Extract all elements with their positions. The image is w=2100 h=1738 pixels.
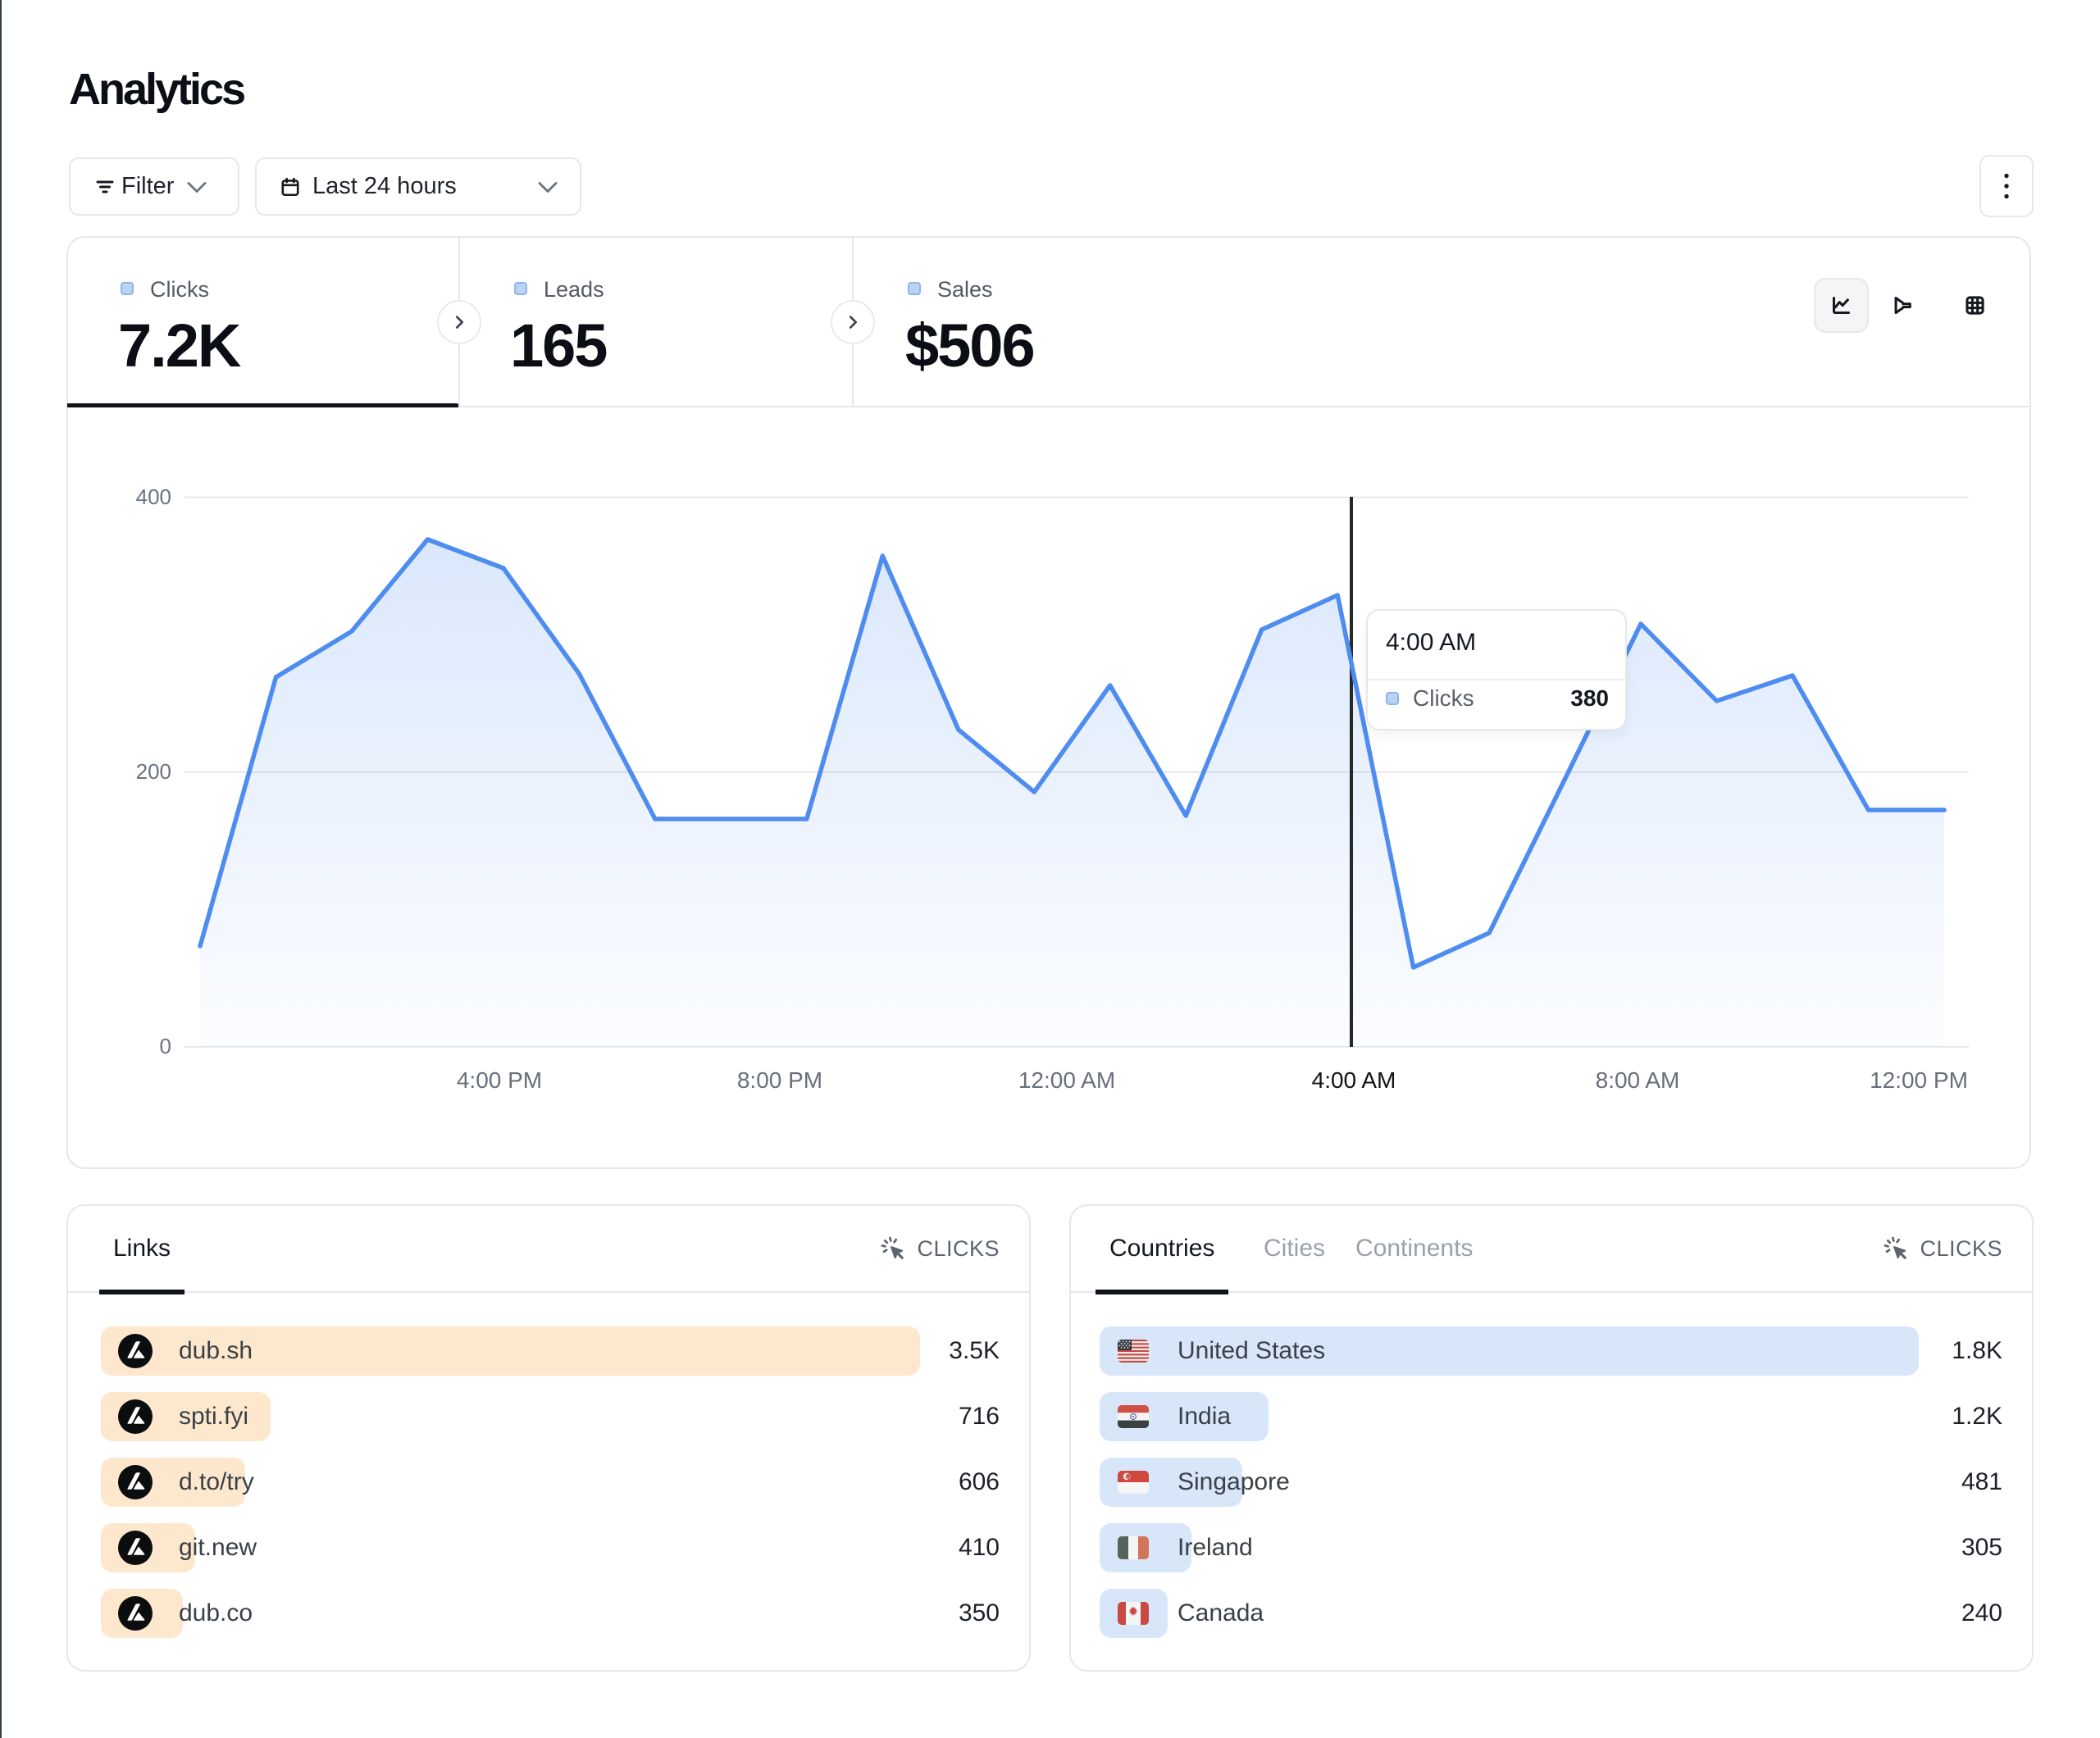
svg-text:200: 200 [136,759,171,784]
svg-text:0: 0 [160,1034,171,1058]
svg-text:12:00 PM: 12:00 PM [1870,1067,1968,1093]
svg-text:8:00 PM: 8:00 PM [737,1067,822,1093]
svg-text:8:00 AM: 8:00 AM [1596,1067,1680,1093]
svg-text:4:00 PM: 4:00 PM [457,1067,542,1093]
svg-text:4:00 AM: 4:00 AM [1312,1067,1396,1093]
svg-text:400: 400 [136,485,171,509]
svg-text:12:00 AM: 12:00 AM [1018,1067,1115,1093]
